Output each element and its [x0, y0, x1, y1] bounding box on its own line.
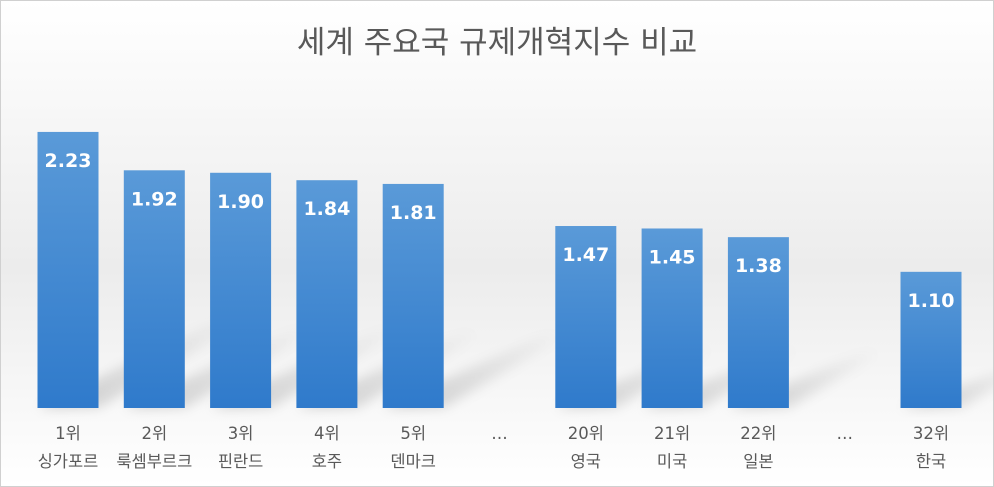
bar	[382, 183, 444, 408]
bar	[555, 226, 617, 408]
data-label: 2.23	[45, 150, 92, 172]
x-tick-country: 일본	[743, 452, 773, 471]
bar	[37, 131, 99, 408]
bar	[296, 180, 358, 408]
data-label: 1.81	[390, 202, 437, 224]
data-label: 1.10	[908, 290, 955, 312]
x-tick-rank: 2위	[141, 424, 167, 443]
data-label: 1.90	[217, 191, 264, 213]
x-tick-country: 한국	[916, 452, 946, 471]
data-label: 1.92	[131, 188, 178, 210]
x-tick-country: 호주	[312, 452, 342, 471]
data-label: 1.84	[303, 198, 350, 220]
x-tick-rank: 32위	[913, 424, 949, 443]
x-tick-rank: 21위	[654, 424, 690, 443]
x-tick-rank: 20위	[568, 424, 604, 443]
value-labels: 2.23 1.92 1.90 1.84 1.81 1.47 1.45 1.38 1.10	[45, 150, 955, 312]
x-tick-country: 미국	[657, 452, 687, 471]
bar	[210, 172, 272, 408]
x-tick-rank: 1위	[55, 424, 81, 443]
x-tick-rank: …	[836, 424, 853, 443]
x-tick-rank: 4위	[314, 424, 340, 443]
bar	[900, 271, 962, 408]
data-label: 1.45	[649, 246, 696, 268]
x-tick-country: 핀란드	[218, 452, 264, 471]
x-tick-country: 덴마크	[390, 452, 436, 471]
x-tick-rank: 5위	[400, 424, 426, 443]
bar	[641, 228, 703, 408]
x-tick-country: 룩셈부르크	[116, 452, 192, 471]
x-tick-country: 영국	[571, 452, 601, 471]
bars	[37, 131, 962, 408]
bar	[727, 237, 789, 408]
data-label: 1.47	[562, 244, 609, 266]
x-tick-rank: …	[491, 424, 508, 443]
chart-title: 세계 주요국 규제개혁지수 비교	[297, 25, 697, 61]
x-tick-rank: 22위	[740, 424, 776, 443]
data-label: 1.38	[735, 255, 782, 277]
x-tick-rank: 3위	[228, 424, 254, 443]
x-tick-country: 싱가포르	[38, 452, 99, 471]
bar	[123, 170, 185, 408]
